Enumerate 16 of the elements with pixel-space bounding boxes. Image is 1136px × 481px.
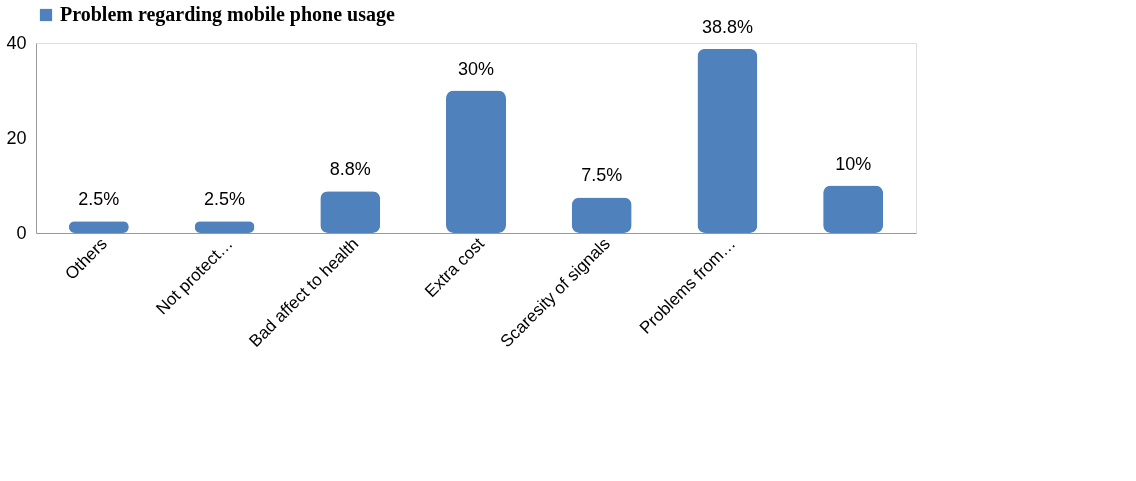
y-tick-label: 40 xyxy=(6,32,27,53)
bar xyxy=(320,191,381,233)
bar xyxy=(446,90,506,233)
bar xyxy=(823,185,884,233)
data-label: 2.5% xyxy=(78,189,120,210)
y-tick-label: 0 xyxy=(16,222,27,243)
data-label: 2.5% xyxy=(204,189,246,210)
data-label: 7.5% xyxy=(581,165,623,186)
data-label: 38.8% xyxy=(701,16,753,37)
y-tick-label: 20 xyxy=(6,127,27,148)
bar xyxy=(571,197,632,233)
bar xyxy=(697,48,758,233)
data-label: 10% xyxy=(835,153,872,174)
legend-label: Problem regarding mobile phone usage xyxy=(60,3,395,26)
data-label: 30% xyxy=(457,58,495,79)
data-label: 8.8% xyxy=(329,159,371,180)
